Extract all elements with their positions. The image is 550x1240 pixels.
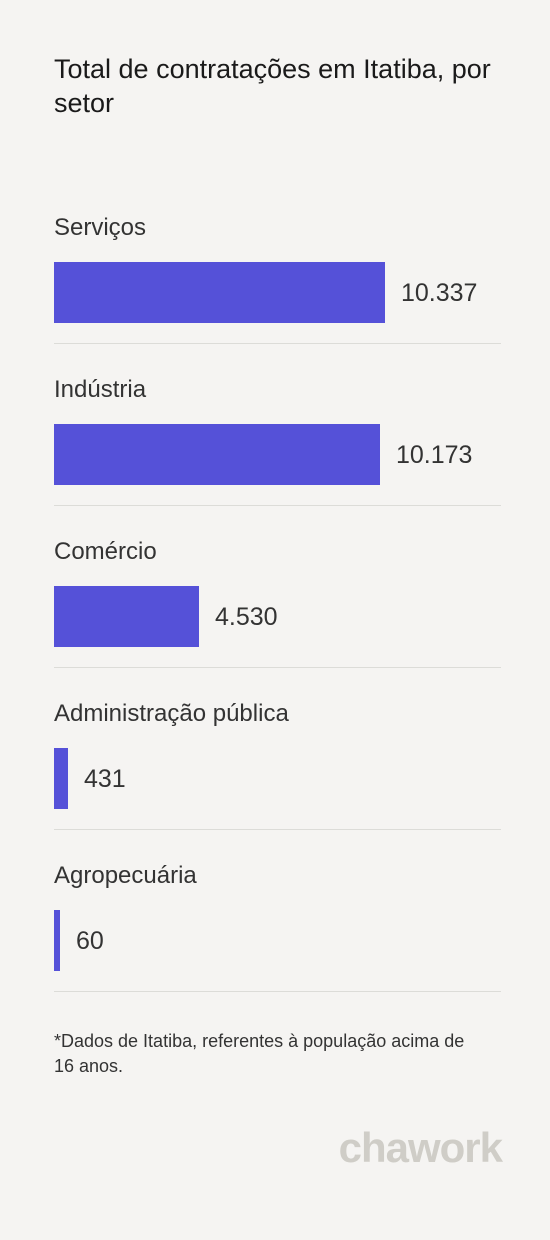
bar-chart: Serviços 10.337 Indústria 10.173 Comércio 4.5… — [54, 200, 501, 1010]
chart-row: Serviços 10.337 — [54, 200, 501, 362]
chart-row: Comércio 4.530 — [54, 524, 501, 686]
bar-value-label: 4.530 — [215, 603, 278, 631]
bar — [54, 586, 199, 647]
bar-value-label: 431 — [84, 765, 126, 793]
bar-value-label: 60 — [76, 927, 104, 955]
brand-logo: chawork — [338, 1124, 503, 1171]
row-divider — [54, 991, 501, 992]
bar-value-label: 10.173 — [396, 441, 473, 469]
chart-row: Indústria 10.173 — [54, 362, 501, 524]
row-divider — [54, 829, 501, 830]
category-label: Serviços — [54, 214, 147, 241]
category-label: Administração pública — [54, 700, 289, 727]
row-divider — [54, 505, 501, 506]
bar — [54, 424, 380, 485]
bar — [54, 262, 385, 323]
chart-row: Administração pública 431 — [54, 686, 501, 848]
bar — [54, 910, 60, 971]
category-label: Indústria — [54, 376, 147, 403]
bar — [54, 748, 68, 809]
footnote: *Dados de Itatiba, referentes à populaçã… — [54, 1031, 465, 1076]
row-divider — [54, 343, 501, 344]
chart-title: Total de contratações em Itatiba, por se… — [54, 54, 491, 118]
chart-row: Agropecuária 60 — [54, 848, 501, 1010]
category-label: Agropecuária — [54, 862, 197, 889]
category-label: Comércio — [54, 538, 157, 565]
row-divider — [54, 667, 501, 668]
bar-value-label: 10.337 — [401, 279, 478, 307]
